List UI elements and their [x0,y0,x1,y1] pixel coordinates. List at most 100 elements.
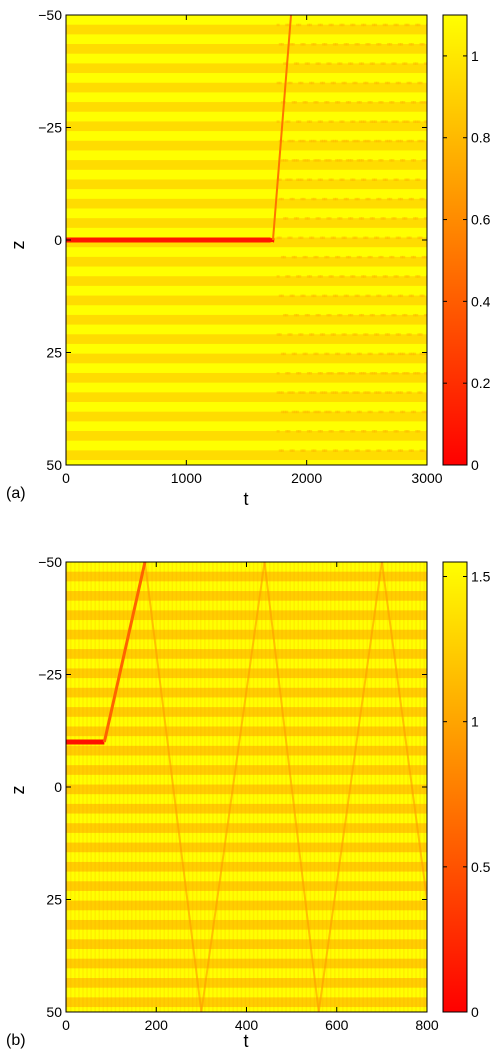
panel-a-radiation-cell [402,120,406,123]
panel-a-radiation-cell [352,333,356,336]
panel-a-radiation-cell [306,430,310,433]
panel-a-radiation-cell [337,62,341,65]
panel-a-radiation-cell [289,333,293,336]
panel-a-radiation-cell [352,139,356,143]
panel-a-radiation-cell [309,120,313,123]
panel-a-radiation-cell [389,159,393,162]
panel-a-radiation-cell [380,372,384,375]
panel-a-radiation-cell [280,410,284,414]
panel-a-radiation-cell [372,469,375,472]
panel-a-radiation-cell [319,372,323,375]
panel-a-radiation-cell [293,313,297,317]
panel-b: 0 200 400 600 800 −50 −25 0 25 50 t z (b) 0 0.5 1 1.… [6,554,491,1051]
panel-b-texture-line [329,562,332,1012]
panel-a-radiation-cell [417,23,421,27]
panel-a-radiation-cell [337,217,341,220]
panel-a-radiation-cell [365,333,369,336]
panel-a-radiation-cell [335,410,339,414]
panel-a-radiation-cell [354,81,358,85]
panel-a-radiation-cell [404,469,407,472]
panel-a-radiation-cell [363,275,367,278]
panel-a-radiation-cell [339,430,343,433]
panel-a-radiation-cell [276,120,280,123]
panel-a-radiation-cell [280,101,284,104]
panel-b-texture-line [252,562,255,1012]
panel-a-radiation-cell [341,275,345,278]
panel-a-radiation-cell [291,139,295,143]
panel-a-colorbar-tick-label: 0 [471,457,479,473]
panel-a-lattice-band [66,460,427,465]
panel-a-radiation-cell [363,23,367,27]
panel-a-radiation-cell [397,391,401,394]
panel-a-radiation-cell [376,139,380,143]
panel-b-texture-line [338,562,340,1012]
panel-a-radiation-cell [367,255,371,259]
panel-a-radiation-cell [423,372,427,375]
panel-a-radiation-cell [402,101,406,104]
panel-a-radiation-cell [283,313,287,317]
panel-a-lattice-band [66,305,427,315]
panel-a-radiation-cell [404,313,408,317]
panel-a-radiation-cell [354,43,358,46]
panel-b-lattice-band [66,794,427,804]
panel-a-radiation-cell [387,43,391,46]
panel-a-radiation-cell [291,449,295,452]
panel-a-radiation-cell [313,197,317,201]
panel-b-texture-line [228,562,230,1012]
panel-a-radiation-cell [298,81,302,85]
panel-b-texture-line [139,562,141,1012]
panel-b-colorbar-ticks: 0 0.5 1 1.5 [443,569,491,1020]
panel-b-texture-line [216,562,218,1012]
panel-a-radiation-cell [341,372,345,375]
panel-a-radiation-cell [406,275,410,278]
panel-a-radiation-cell [337,101,341,104]
panel-a-radiation-cell [322,81,326,85]
panel-a-radiation-cell [319,430,323,433]
panel-a-radiation-cell [367,43,371,46]
panel-a-radiation-cell [354,139,358,143]
panel-a-radiation-cell [322,197,326,201]
panel-a-radiation-cell [322,333,326,336]
panel-a-radiation-cell [350,62,354,65]
panel-b-texture-line [346,562,348,1012]
panel-b-lattice-band [66,813,427,824]
panel-a-radiation-cell [348,217,352,220]
panel-b-lattice-band [66,890,427,901]
panel-a-x-tick-label: 0 [62,470,70,486]
panel-a-radiation-cell [280,159,284,162]
panel-a-radiation-cell [326,352,330,356]
panel-a-radiation-cell [402,372,406,375]
panel-b-texture-line [244,562,247,1012]
panel-a-lattice-band [66,15,427,25]
panel-a-radiation-cell [319,391,323,394]
panel-a-radiation-cell [406,372,410,375]
panel-a-radiation-cell [280,255,284,259]
panel-b-texture-line [220,562,222,1012]
panel-a-radiation-cell [304,410,308,414]
panel-a-radiation-cell [365,236,369,240]
panel-a-radiation-cell [356,410,360,414]
panel-b-texture-line [187,562,190,1012]
panel-a-radiation-cell [306,217,310,220]
panel-a-radiation-cell [289,81,293,85]
panel-a-radiation-cell [402,469,405,472]
panel-a-radiation-cell [341,120,345,123]
panel-b-texture-line [130,562,133,1012]
panel-b-texture-line [374,562,377,1012]
panel-a-radiation-cell [300,236,304,240]
panel-a-radiation-cell [406,120,410,123]
panel-a-radiation-cell [315,159,319,162]
panel-a-radiation-cell [313,255,317,259]
panel-a-radiation-cell [374,178,378,182]
panel-a-radiation-cell [293,352,297,356]
panel-a-radiation-cell [413,255,417,259]
panel-a-colorbar-tick-label: 0.6 [471,212,491,228]
panel-b-texture-line [313,562,316,1012]
panel-b-lattice-band [66,832,427,843]
panel-a-radiation-cell [313,449,317,452]
panel-a-radiation-cell [350,469,353,472]
panel-a-radiation-cell [393,217,397,220]
panel-a-radiation-cell [324,294,328,298]
panel-a-radiation-cell [315,217,319,220]
panel-a-radiation-cell [332,81,336,85]
